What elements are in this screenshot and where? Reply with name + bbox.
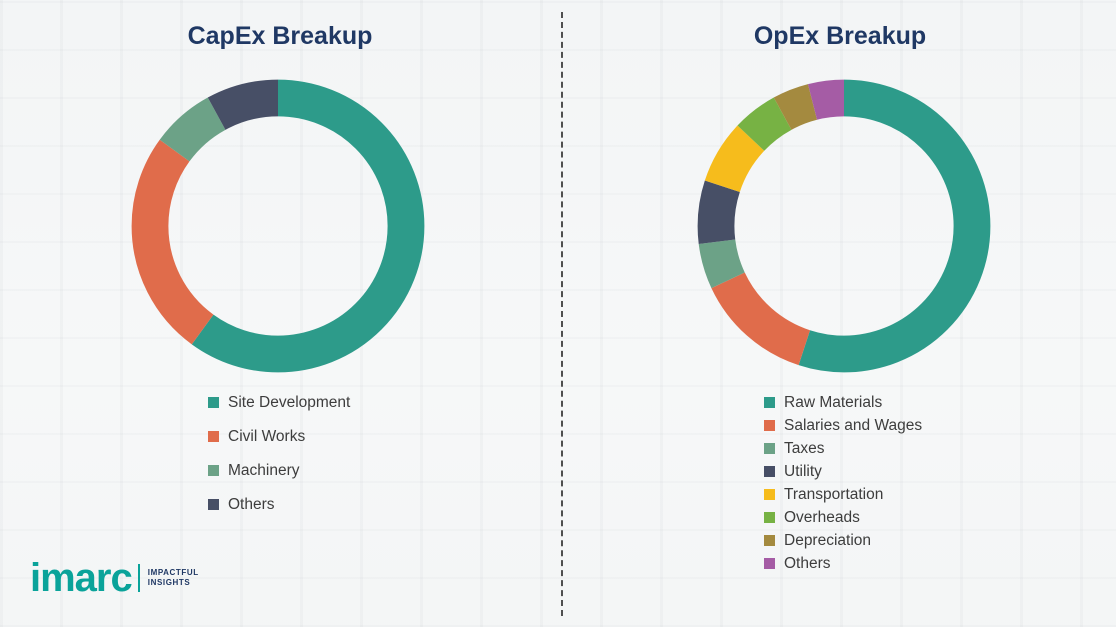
legend-swatch: [208, 431, 219, 442]
opex-panel: OpEx Breakup Raw Materials Salaries and W…: [564, 0, 1116, 627]
legend-label: Civil Works: [228, 428, 306, 445]
legend-item: Others: [764, 553, 922, 574]
legend-item: Overheads: [764, 507, 922, 528]
legend-swatch: [764, 443, 775, 454]
legend-swatch: [764, 535, 775, 546]
donut-chart-capex: [118, 66, 438, 386]
legend-label: Taxes: [784, 440, 825, 457]
legend-label: Utility: [784, 463, 822, 480]
logo-tagline-line1: IMPACTFUL: [147, 568, 199, 577]
logo-divider-bar: [137, 564, 140, 592]
vertical-dashed-divider: [561, 12, 563, 616]
legend-label: Transportation: [784, 486, 884, 503]
legend-label: Others: [784, 555, 831, 572]
donut-chart-opex: [684, 66, 1004, 386]
brand-logo: imarc IMPACTFUL INSIGHTS: [30, 558, 199, 598]
legend-item: Civil Works: [208, 426, 350, 447]
chart-title-capex: CapEx Breakup: [187, 22, 373, 50]
logo-tagline: IMPACTFUL INSIGHTS: [148, 568, 199, 588]
donut-segment-civil-works: [131, 79, 425, 373]
legend-swatch: [764, 489, 775, 500]
legend-label: Site Development: [228, 394, 351, 411]
legend-item: Others: [208, 494, 350, 515]
legend-swatch: [764, 512, 775, 523]
donut-segment-others: [131, 79, 425, 373]
legend-item: Depreciation: [764, 530, 922, 551]
legend-label: Salaries and Wages: [784, 417, 923, 434]
chart-title-opex: OpEx Breakup: [753, 22, 927, 50]
capex-panel: CapEx Breakup Site Development Civil Work…: [118, 22, 438, 528]
legend-label: Others: [228, 496, 275, 513]
legend-item: Site Development: [208, 392, 350, 413]
opex-donut-svg: [697, 79, 991, 373]
capex-donut-svg: [131, 79, 425, 373]
legend-item: Machinery: [208, 460, 350, 481]
capex-legend: Site Development Civil Works Machinery Othe…: [208, 392, 350, 528]
opex-legend: Raw Materials Salaries and Wages Taxes Util…: [764, 392, 922, 576]
donut-segment-utility: [697, 79, 991, 373]
logo-brand-text: imarc: [30, 556, 133, 600]
legend-label: Machinery: [228, 462, 300, 479]
legend-swatch: [764, 397, 775, 408]
donut-segment-others: [697, 79, 991, 373]
legend-label: Raw Materials: [784, 394, 883, 411]
logo-tagline-line2: INSIGHTS: [147, 578, 191, 587]
legend-swatch: [764, 420, 775, 431]
legend-swatch: [208, 397, 219, 408]
legend-swatch: [208, 499, 219, 510]
legend-item: Transportation: [764, 484, 922, 505]
legend-item: Utility: [764, 461, 922, 482]
legend-label: Depreciation: [784, 532, 872, 549]
legend-item: Taxes: [764, 438, 922, 459]
legend-item: Salaries and Wages: [764, 415, 922, 436]
legend-item: Raw Materials: [764, 392, 922, 413]
legend-swatch: [764, 558, 775, 569]
legend-swatch: [764, 466, 775, 477]
legend-swatch: [208, 465, 219, 476]
legend-label: Overheads: [784, 509, 860, 526]
